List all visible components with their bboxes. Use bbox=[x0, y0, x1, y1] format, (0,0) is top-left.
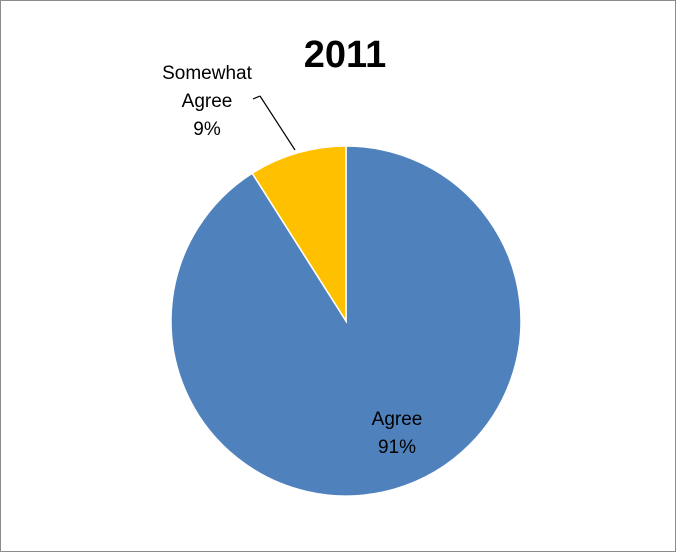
data-label-agree-percent: 91% bbox=[378, 437, 416, 458]
chart-title: 2011 bbox=[304, 34, 386, 76]
leader-line-tick bbox=[252, 95, 261, 100]
pie-slice-somewhat-agree bbox=[251, 145, 347, 324]
data-label-somewhat-agree-line-2: Agree bbox=[182, 91, 233, 112]
data-label-somewhat-agree-percent: 9% bbox=[193, 119, 221, 140]
data-label-agree-line-1: Agree bbox=[372, 409, 423, 430]
leader-line bbox=[259, 95, 296, 151]
data-label-somewhat-agree-line-1: Somewhat bbox=[162, 63, 252, 84]
pie-slices bbox=[170, 145, 522, 497]
